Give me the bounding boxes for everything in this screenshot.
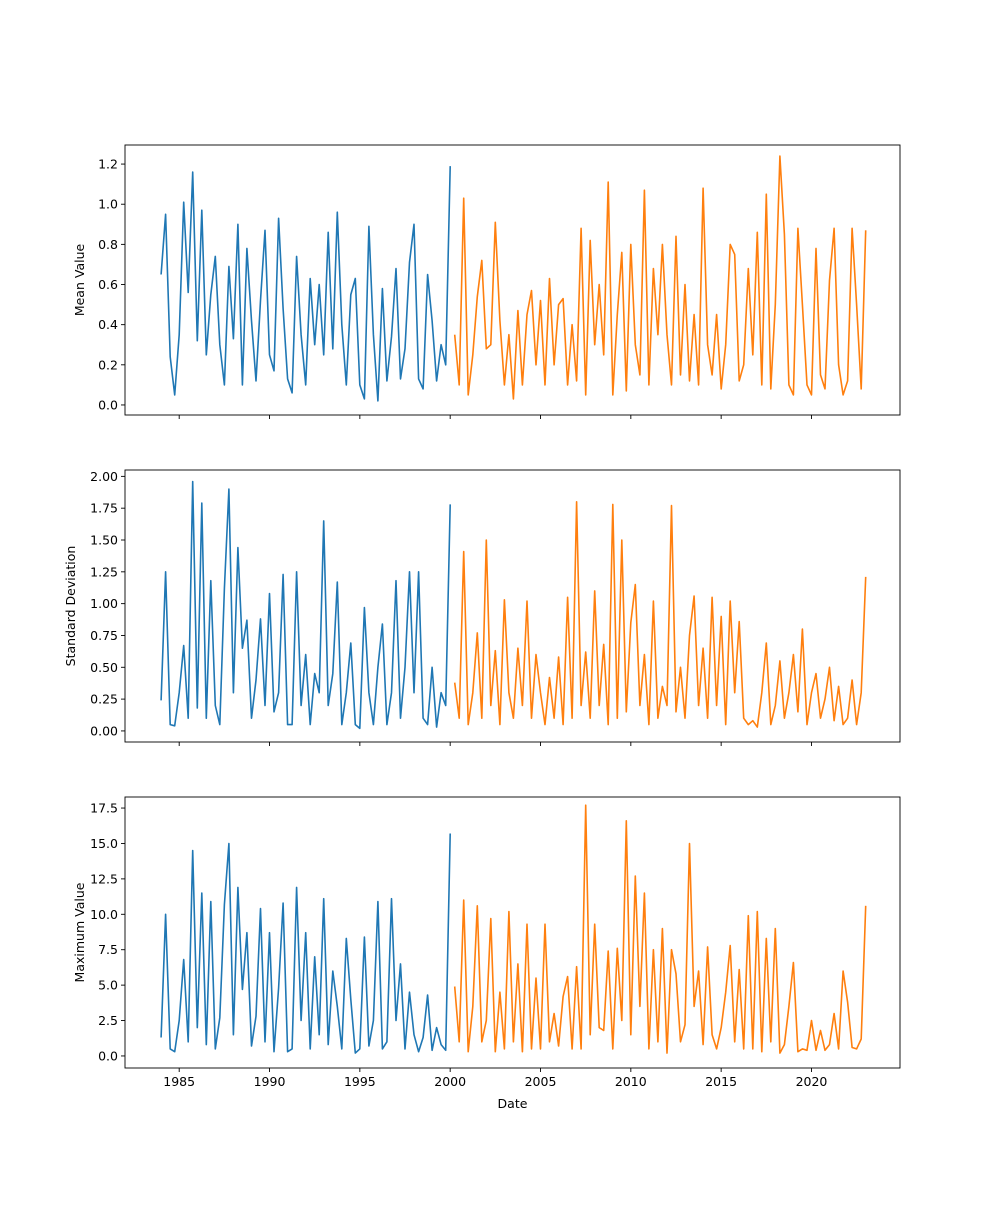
series-line-orange bbox=[453, 155, 867, 400]
x-tick-label: 2010 bbox=[615, 1074, 647, 1089]
y-tick-label: 0.2 bbox=[98, 357, 118, 372]
series-line-orange bbox=[453, 501, 867, 728]
subplot-3: 0.0 2.5 5.0 7.5 10.0 12.5 15.0 17.5 1985 1990 1995… bbox=[72, 796, 901, 1089]
y-tick-label: 15.0 bbox=[90, 836, 118, 851]
axes-frame bbox=[124, 469, 901, 743]
series-line-blue bbox=[160, 480, 451, 730]
y-tick-label: 0.25 bbox=[90, 692, 118, 707]
y-axis-label: Standard Deviation bbox=[63, 546, 78, 667]
y-tick-label: 0.50 bbox=[90, 660, 118, 675]
y-tick-label: 1.2 bbox=[98, 157, 118, 172]
y-tick-label: 0.4 bbox=[98, 317, 118, 332]
y-tick-label: 10.0 bbox=[90, 907, 118, 922]
y-tick-label: 17.5 bbox=[90, 801, 118, 816]
y-tick-label: 2.5 bbox=[98, 1013, 118, 1028]
series-line-blue bbox=[160, 833, 451, 1054]
y-tick-label: 2.00 bbox=[90, 469, 118, 484]
y-tick-label: 0.0 bbox=[98, 397, 118, 412]
axes-frame bbox=[124, 796, 901, 1069]
y-tick-label: 1.25 bbox=[90, 564, 118, 579]
x-tick-label: 1985 bbox=[163, 1074, 195, 1089]
x-tick-label: 2015 bbox=[705, 1074, 737, 1089]
y-tick-label: 0.75 bbox=[90, 628, 118, 643]
y-tick-label: 0.8 bbox=[98, 237, 118, 252]
series-line-blue bbox=[160, 166, 451, 402]
subplot-2: 0.00 0.25 0.50 0.75 1.00 1.25 1.50 1.75 2.00 Stan… bbox=[63, 469, 901, 746]
x-tick-label: 1990 bbox=[254, 1074, 286, 1089]
x-tick-label: 2000 bbox=[434, 1074, 466, 1089]
y-axis-label: Mean Value bbox=[72, 244, 87, 317]
y-tick-label: 0.00 bbox=[90, 723, 118, 738]
x-axis-label: Date bbox=[498, 1096, 528, 1111]
y-tick-label: 0.0 bbox=[98, 1048, 118, 1063]
subplot-1: 0.0 0.2 0.4 0.6 0.8 1.0 1.2 Mean Value bbox=[72, 144, 901, 419]
axes-frame bbox=[124, 144, 901, 416]
y-tick-label: 1.00 bbox=[90, 596, 118, 611]
y-tick-label: 1.0 bbox=[98, 197, 118, 212]
x-tick-label: 2005 bbox=[525, 1074, 557, 1089]
y-tick-label: 1.75 bbox=[90, 501, 118, 516]
y-tick-label: 7.5 bbox=[98, 942, 118, 957]
y-tick-label: 5.0 bbox=[98, 978, 118, 993]
x-tick-label: 1995 bbox=[344, 1074, 376, 1089]
y-tick-label: 0.6 bbox=[98, 277, 118, 292]
y-axis-label: Maximum Value bbox=[72, 882, 87, 982]
y-tick-label: 12.5 bbox=[90, 871, 118, 886]
y-tick-label: 1.50 bbox=[90, 533, 118, 548]
x-tick-label: 2020 bbox=[796, 1074, 828, 1089]
series-line-orange bbox=[453, 804, 867, 1054]
